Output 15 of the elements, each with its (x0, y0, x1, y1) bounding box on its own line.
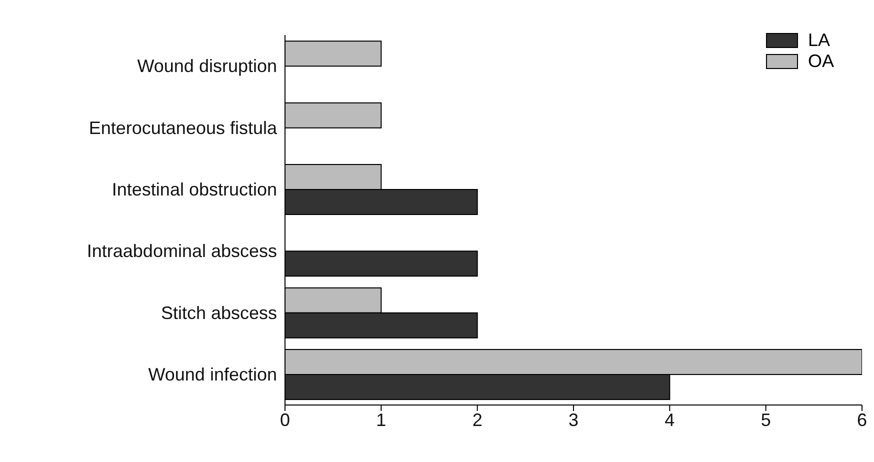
y-tick-label: Intestinal obstruction (112, 180, 277, 200)
x-tick-label: 0 (280, 410, 290, 430)
y-tick-label: Intraabdominal abscess (86, 241, 277, 262)
x-tick-label: 5 (760, 410, 771, 430)
y-tick-label: Enterocutaneous fistula (88, 118, 278, 138)
x-tick-label: 2 (472, 410, 482, 430)
y-tick-label: Wound disruption (137, 56, 277, 76)
x-tick-label: 6 (856, 410, 868, 430)
x-tick-label: 1 (376, 410, 386, 430)
legend-label: LA (808, 30, 830, 51)
x-tick-label: 4 (664, 410, 675, 430)
x-tick-label: 3 (568, 410, 579, 430)
y-tick-label: Stitch abscess (160, 302, 277, 323)
y-tick-label: Wound infection (148, 364, 277, 385)
legend-label: OA (808, 51, 834, 72)
